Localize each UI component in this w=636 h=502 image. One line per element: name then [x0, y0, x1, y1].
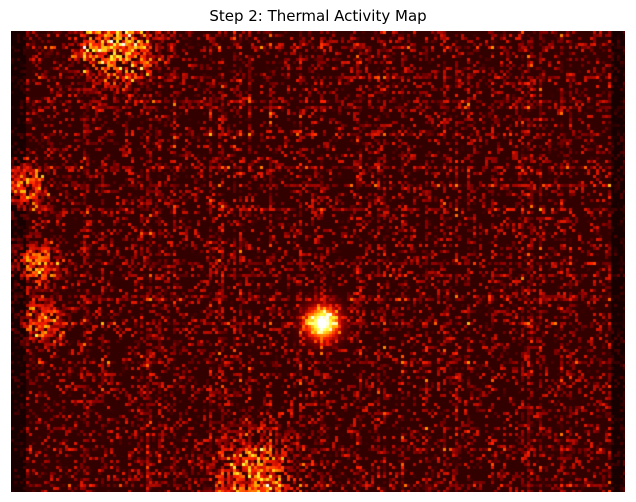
chart-title: Step 2: Thermal Activity Map: [209, 7, 427, 25]
heatmap-plot-area: [11, 31, 625, 492]
thermal-heatmap: [11, 31, 625, 492]
